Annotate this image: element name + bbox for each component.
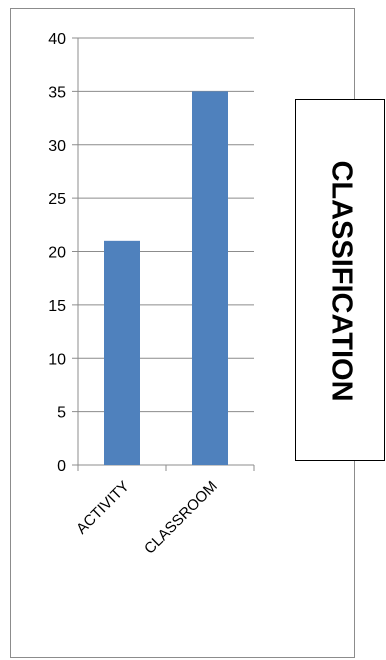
y-tick-label: 20 bbox=[48, 245, 66, 262]
y-tick-label: 40 bbox=[48, 31, 66, 48]
y-tick-label: 25 bbox=[48, 191, 66, 208]
bar-classroom bbox=[192, 91, 228, 465]
x-tick-label: CLASSROOM bbox=[141, 478, 221, 558]
y-tick-label: 10 bbox=[48, 351, 66, 368]
x-tick-label: ACTIVITY bbox=[73, 478, 133, 538]
y-tick-label: 30 bbox=[48, 138, 66, 155]
y-tick-label: 15 bbox=[48, 298, 66, 315]
chart-title: CLASSIFICATION bbox=[325, 160, 358, 402]
y-tick-label: 0 bbox=[57, 458, 66, 475]
bar-activity bbox=[104, 240, 140, 465]
chart-title-box: CLASSIFICATION bbox=[295, 99, 385, 461]
y-tick-label: 35 bbox=[48, 84, 66, 101]
y-tick-label: 5 bbox=[57, 405, 66, 422]
